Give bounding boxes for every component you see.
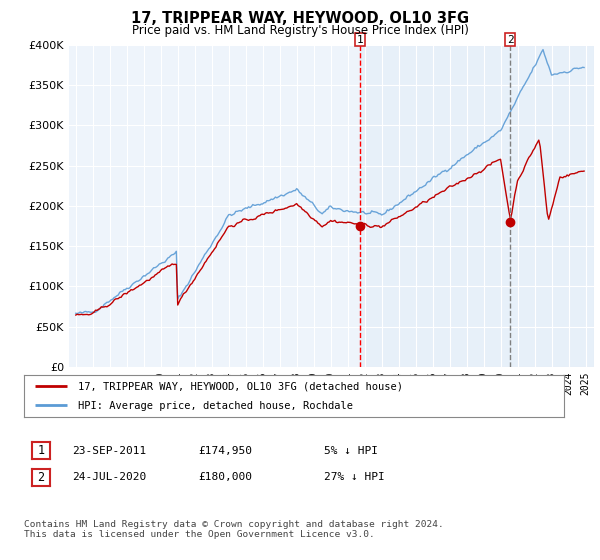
Text: 5% ↓ HPI: 5% ↓ HPI (324, 446, 378, 456)
Text: Price paid vs. HM Land Registry's House Price Index (HPI): Price paid vs. HM Land Registry's House … (131, 24, 469, 36)
Text: 1: 1 (356, 35, 364, 45)
Text: 2: 2 (37, 470, 44, 484)
Text: 27% ↓ HPI: 27% ↓ HPI (324, 472, 385, 482)
Text: 17, TRIPPEAR WAY, HEYWOOD, OL10 3FG: 17, TRIPPEAR WAY, HEYWOOD, OL10 3FG (131, 11, 469, 26)
Text: £174,950: £174,950 (198, 446, 252, 456)
Text: £180,000: £180,000 (198, 472, 252, 482)
Text: Contains HM Land Registry data © Crown copyright and database right 2024.
This d: Contains HM Land Registry data © Crown c… (24, 520, 444, 539)
Text: 17, TRIPPEAR WAY, HEYWOOD, OL10 3FG (detached house): 17, TRIPPEAR WAY, HEYWOOD, OL10 3FG (det… (78, 381, 403, 391)
Text: HPI: Average price, detached house, Rochdale: HPI: Average price, detached house, Roch… (78, 401, 353, 411)
Bar (360, 45, 594, 367)
Text: 2: 2 (506, 35, 514, 45)
Text: 1: 1 (37, 444, 44, 458)
Text: 24-JUL-2020: 24-JUL-2020 (72, 472, 146, 482)
Text: 23-SEP-2011: 23-SEP-2011 (72, 446, 146, 456)
